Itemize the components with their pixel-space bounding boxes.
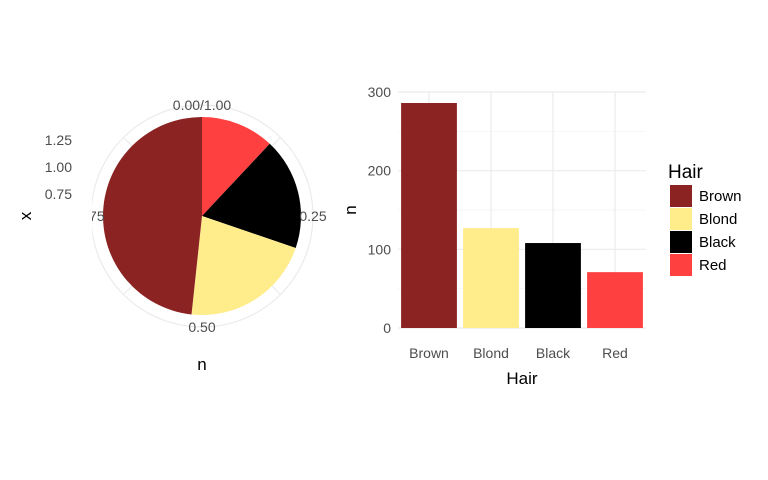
pie-r-tick-label: 1.00	[45, 159, 72, 175]
bar-red	[587, 272, 643, 328]
bar-brown	[401, 103, 457, 328]
pie-slice-red	[202, 117, 270, 216]
pie-theta-tick-label: 0.75	[77, 208, 104, 224]
legend-label: Brown	[699, 188, 742, 205]
legend-label: Black	[699, 234, 736, 251]
legend-title: Hair	[668, 162, 704, 183]
bar-y-axis-title: n	[341, 205, 360, 214]
bar-black	[525, 243, 581, 328]
pie-slice-blond	[191, 216, 296, 315]
legend-key-brown	[670, 185, 692, 207]
bar-x-tick-label: Blond	[473, 345, 509, 361]
bar-y-tick-label: 300	[368, 84, 392, 100]
bar-x-axis-title: Hair	[506, 369, 538, 388]
bar-x-tick-label: Brown	[409, 345, 449, 361]
pie-r-tick-label: 1.25	[45, 132, 72, 148]
pie-x-axis-title: n	[197, 355, 206, 374]
pie-chart: 0.00/1.00 0.25 0.50 0.75	[77, 97, 326, 335]
bar-blond	[463, 228, 519, 328]
pie-slice-black	[202, 143, 301, 248]
legend-label: Red	[699, 257, 727, 274]
pie-grid-circle	[92, 104, 314, 328]
pie-theta-tick-label: 0.25	[299, 208, 326, 224]
legend-key-blond	[670, 208, 692, 230]
pie-slice-brown	[102, 117, 202, 315]
bar-y-tick-label: 200	[368, 163, 392, 179]
legend-label: Blond	[699, 211, 737, 228]
legend-key-black	[670, 231, 692, 253]
legend: Hair Brown Blond Black Red	[668, 162, 742, 276]
pie-theta-tick-label: 0.50	[188, 319, 215, 335]
bar-y-tick-label: 0	[383, 320, 391, 336]
bar-chart: 0 100 200 300 Brown Blond Black Red	[368, 84, 646, 361]
pie-r-tick-label: 0.75	[45, 186, 72, 202]
pie-theta-tick-label: 0.00/1.00	[173, 97, 232, 113]
legend-key-red	[670, 254, 692, 276]
bar-x-tick-label: Black	[536, 345, 571, 361]
bar-x-tick-label: Red	[602, 345, 628, 361]
pie-y-axis-title: x	[16, 211, 35, 220]
bar-y-tick-label: 100	[368, 241, 392, 257]
